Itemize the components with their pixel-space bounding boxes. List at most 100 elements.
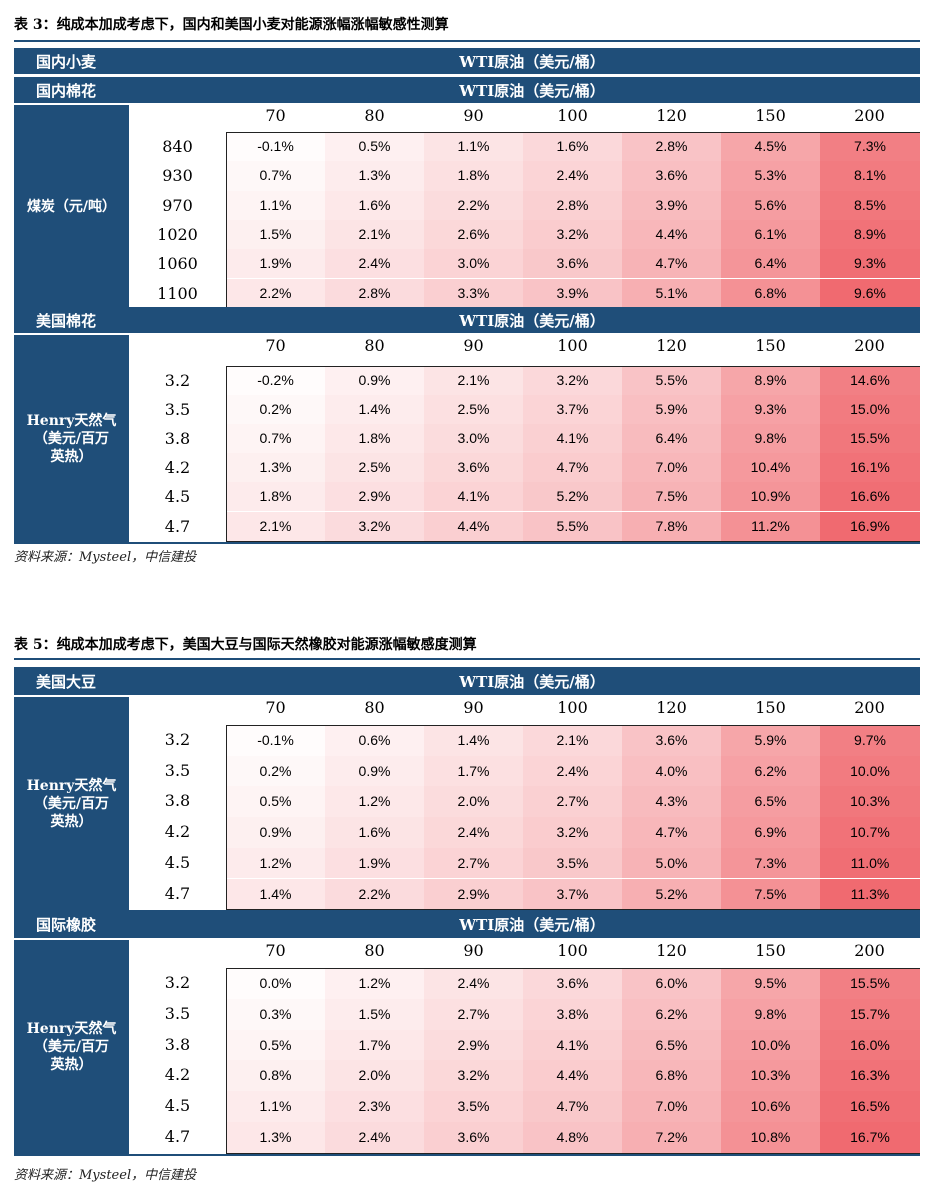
table5-s0-cell: 1.2% [226, 847, 325, 879]
table3-s1-row-label: 3.8 [164, 429, 191, 449]
table3-s0-cell: 1.3% [325, 161, 424, 191]
table3-s1-cell: 4.1% [523, 424, 622, 454]
table5-s1-banner: 国际橡胶 WTI原油（美元/桶） [14, 910, 920, 938]
table5-source: 资料来源：Mysteel，中信建投 [14, 1168, 197, 1183]
table5-s1-cell: 4.7% [523, 1091, 622, 1122]
table3-s1-cell: 4.1% [424, 482, 523, 512]
table5-s0-row-label: 3.8 [164, 791, 191, 811]
table5-s1-row-label: 4.2 [164, 1065, 191, 1085]
table5-s0-cell: 0.5% [226, 786, 325, 818]
table3-s1-col-header: 100 [557, 336, 588, 355]
table3-s0-row-label: 930 [162, 166, 193, 186]
table5-s1-cell: 3.2% [424, 1060, 523, 1092]
table5-s0-col-header: 100 [557, 698, 588, 717]
table5-s1-cell: 2.4% [424, 968, 523, 999]
table5-s0-col-header: 70 [265, 698, 286, 717]
table3-s0-row-axis-label: 煤炭（元/吨） [14, 105, 129, 310]
table3-s1-cell: -0.2% [226, 366, 325, 396]
table3-s1-banner: 美国棉花 WTI原油（美元/桶） [14, 307, 920, 333]
table5-s1-cell: 16.5% [820, 1091, 920, 1122]
table5-s1-cell: 2.3% [325, 1091, 424, 1122]
table3-s0-cell: 2.4% [325, 249, 424, 279]
table3-s1-wti-header: WTI原油（美元/桶） [459, 311, 605, 330]
table3-s1-cell: 3.2% [325, 511, 424, 541]
table5-title: 表 5：纯成本加成考虑下，美国大豆与国际天然橡胶对能源涨幅敏感度测算 [14, 637, 477, 653]
table3-s1-cell: 5.2% [523, 482, 622, 512]
table3-s0-cell: 2.4% [523, 161, 622, 191]
table5-s1-row-label: 4.5 [164, 1096, 191, 1116]
table5-s1-cell: 16.0% [820, 1029, 920, 1061]
table5-s1-cell: 15.7% [820, 998, 920, 1030]
table5-s1-cell: 10.6% [721, 1091, 820, 1122]
table3-s0-row-label: 1100 [157, 283, 198, 303]
table5-s0-cell: 2.4% [424, 817, 523, 848]
table5-s1-col-header: 70 [265, 941, 286, 960]
table3-s0-cell: 8.1% [820, 161, 920, 191]
table5-s0-col-header: 150 [755, 698, 786, 717]
table5-s0-cell: 1.9% [325, 847, 424, 879]
table5-s0-cell: 10.3% [820, 786, 920, 818]
table3-s0-col-header: 100 [557, 106, 588, 125]
table3-s0-cell: -0.1% [226, 132, 325, 162]
table3-s0-cell: 1.9% [226, 249, 325, 279]
table3-s0-cell: 7.3% [820, 132, 920, 162]
table5-s1-cell: 0.5% [226, 1029, 325, 1061]
table3-s0-cell: 3.2% [523, 219, 622, 250]
table5-s1-cell: 7.0% [622, 1091, 721, 1122]
table5-s0-cell: 1.2% [325, 786, 424, 818]
table5-s0-cell: 3.5% [523, 847, 622, 879]
table3-s1-col-header: 70 [265, 336, 286, 355]
table3-s1-cell: 8.9% [721, 366, 820, 396]
table3-s1-cell: 0.7% [226, 424, 325, 454]
table3-s1-cell: 10.9% [721, 482, 820, 512]
table3-s1-col-header: 120 [656, 336, 687, 355]
table3-s1-row-label: 3.2 [164, 371, 191, 390]
table3-bottom-rule [14, 541, 920, 544]
table5-s1-cell: 6.0% [622, 968, 721, 999]
table3-s1-col-header: 150 [755, 336, 786, 355]
table3-s0-cell: 3.6% [523, 249, 622, 279]
table3-s0-cell: 2.6% [424, 219, 523, 250]
table3-s1-col-header: 90 [463, 336, 484, 355]
table5-s1-cell: 10.3% [721, 1060, 820, 1092]
table3-s0-cell: 5.6% [721, 190, 820, 220]
table3-s0-cell: 2.8% [325, 278, 424, 308]
table5-s1-col-header: 120 [656, 941, 687, 960]
table3-s1-cell: 0.9% [325, 366, 424, 396]
table5-s1-row-label: 3.8 [164, 1034, 191, 1054]
table5-s0-cell: 2.9% [424, 878, 523, 910]
table3-s0-row-label: 840 [162, 137, 193, 156]
table3-s1-cell: 15.5% [820, 424, 920, 454]
table3-s0-row-label: 970 [162, 195, 193, 215]
table5-s1-cell: 1.3% [226, 1122, 325, 1153]
table3-s1-cell: 3.0% [424, 424, 523, 454]
table3-title-rule [14, 40, 920, 42]
table5-s0-cell: 2.7% [523, 786, 622, 818]
table3-s0-cell: 4.7% [622, 249, 721, 279]
table3-s1-cell: 5.5% [622, 366, 721, 396]
table3-s1-cell: 3.7% [523, 395, 622, 425]
table3-s0-row-label: 1060 [157, 254, 198, 274]
table5-s1-col-header: 80 [364, 941, 385, 960]
table5-s0-col-header: 80 [364, 698, 385, 717]
table5-s0-cell: 1.4% [424, 725, 523, 756]
table5-s0-cell: 5.2% [622, 878, 721, 910]
table5-s0-cell: 11.0% [820, 847, 920, 879]
table3-s1-cell: 2.9% [325, 482, 424, 512]
table5-s0-cell: 6.2% [721, 755, 820, 787]
table5-s1-cell: 1.7% [325, 1029, 424, 1061]
table3-s1-cell: 7.5% [622, 482, 721, 512]
table3-s0-col-header: 150 [755, 106, 786, 125]
table3-s0-cell: 8.9% [820, 219, 920, 250]
table3-s1-cell: 16.9% [820, 511, 920, 541]
table5-s1-cell: 16.3% [820, 1060, 920, 1092]
table5-s1-cell: 7.2% [622, 1122, 721, 1153]
table5-s1-col-header: 200 [854, 941, 885, 960]
table3-s1-cell: 3.6% [424, 453, 523, 483]
table3-s1-cell: 2.1% [226, 511, 325, 541]
table5-s0-row-label: 4.2 [164, 822, 191, 842]
table3-s1-cell: 14.6% [820, 366, 920, 396]
table5-s1-cell: 2.9% [424, 1029, 523, 1061]
table3-s1-col-header: 80 [364, 336, 385, 355]
table3-s1-row-label: 4.7 [164, 516, 191, 536]
